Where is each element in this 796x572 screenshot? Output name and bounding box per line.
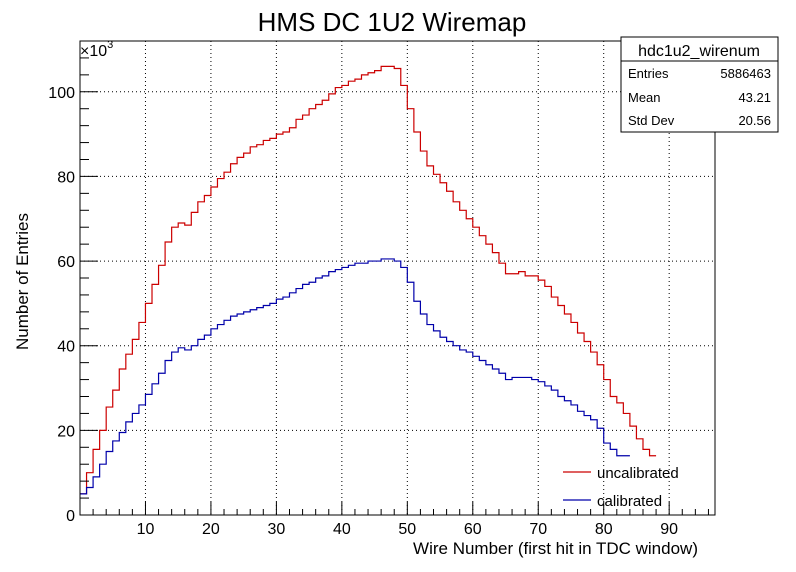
histogram-line-uncalibrated: [80, 65, 657, 495]
y-tick-label: 100: [48, 85, 75, 102]
x-tick-label: 30: [267, 521, 285, 538]
grid-lines: [80, 41, 715, 515]
legend-label-calibrated: calibrated: [597, 493, 662, 510]
series-layer: [80, 65, 657, 495]
histogram-line-calibrated: [80, 258, 630, 495]
plot-frame: [79, 40, 716, 516]
stats-mean-label: Mean: [628, 90, 661, 105]
y-tick-labels: 0 20 40 60 80 100: [48, 85, 75, 525]
chart-title: HMS DC 1U2 Wiremap: [258, 7, 527, 37]
stats-entries-label: Entries: [628, 66, 669, 81]
x-tick-label: 70: [529, 521, 547, 538]
legend-label-uncalibrated: uncalibrated: [597, 465, 679, 482]
y-axis-multiplier: ×103: [80, 39, 113, 60]
series-calibrated: [80, 258, 630, 495]
y-axis-title: Number of Entries: [13, 213, 32, 350]
y-tick-label: 0: [66, 508, 75, 525]
x-tick-label: 80: [595, 521, 613, 538]
x-tick-label: 90: [660, 521, 678, 538]
x-tick-label: 60: [464, 521, 482, 538]
stats-stddev-value: 20.56: [738, 113, 771, 128]
stats-box-title: hdc1u2_wirenum: [638, 43, 760, 60]
x-tick-label: 10: [137, 521, 155, 538]
y-multiplier-base: ×10: [80, 43, 107, 60]
stats-box-frame: [620, 36, 779, 133]
x-tick-label: 50: [398, 521, 416, 538]
axis-ticks: [80, 57, 709, 516]
y-tick-label: 20: [57, 423, 75, 440]
series-uncalibrated: [80, 65, 657, 495]
stats-box: hdc1u2_wirenum Entries 5886463 Mean 43.2…: [620, 36, 779, 133]
x-tick-labels: 10 20 30 40 50 60 70 80 90: [137, 521, 679, 538]
y-multiplier-exponent: 3: [107, 39, 113, 51]
stats-entries-value: 5886463: [720, 66, 771, 81]
y-tick-label: 60: [57, 254, 75, 271]
x-tick-label: 20: [202, 521, 220, 538]
legend: uncalibrated calibrated: [563, 465, 679, 510]
stats-mean-value: 43.21: [738, 90, 771, 105]
x-tick-label: 40: [333, 521, 351, 538]
stats-stddev-label: Std Dev: [628, 113, 675, 128]
x-axis-title: Wire Number (first hit in TDC window): [413, 539, 698, 558]
y-tick-label: 40: [57, 339, 75, 356]
y-tick-label: 80: [57, 169, 75, 186]
